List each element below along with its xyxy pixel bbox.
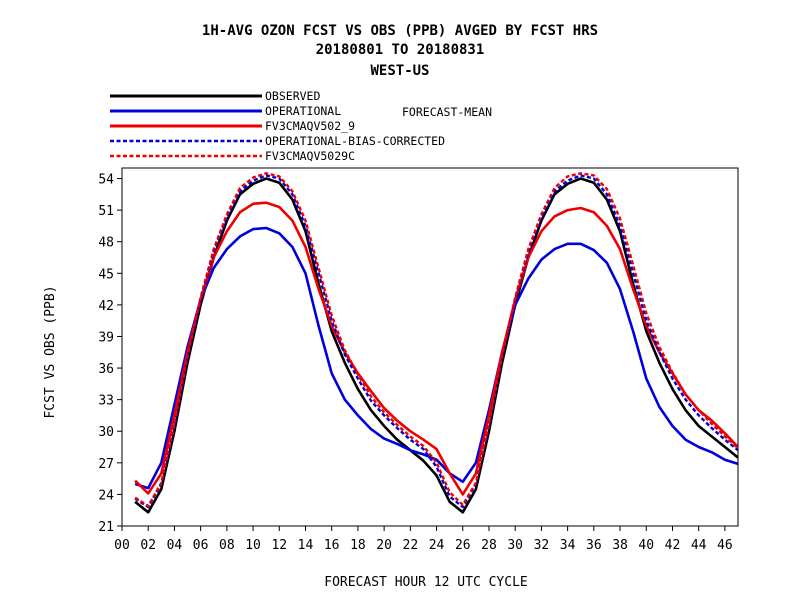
x-tick-label: 16 bbox=[324, 538, 340, 553]
x-tick-label: 36 bbox=[586, 538, 602, 553]
y-tick-label: 42 bbox=[98, 299, 114, 314]
y-tick-label: 39 bbox=[98, 330, 114, 345]
x-tick-label: 32 bbox=[534, 538, 550, 553]
x-tick-label: 18 bbox=[350, 538, 366, 553]
y-tick-label: 36 bbox=[98, 362, 114, 377]
legend-label-fv3cmaqv5029c: FV3CMAQV5029C bbox=[265, 149, 355, 163]
y-tick-label: 21 bbox=[98, 520, 114, 535]
chart-subtitle-dates: 20180801 TO 20180831 bbox=[316, 42, 485, 58]
x-tick-label: 40 bbox=[638, 538, 654, 553]
series-line-operational-bias-corrected bbox=[134, 174, 738, 509]
legend-label-fv3cmaqv502-9: FV3CMAQV502_9 bbox=[265, 119, 355, 133]
y-tick-label: 48 bbox=[98, 236, 114, 251]
y-tick-label: 24 bbox=[98, 488, 114, 503]
x-tick-label: 30 bbox=[507, 538, 523, 553]
x-tick-label: 34 bbox=[560, 538, 576, 553]
x-tick-label: 08 bbox=[219, 538, 235, 553]
x-tick-label: 38 bbox=[612, 538, 628, 553]
y-tick-label: 45 bbox=[98, 267, 114, 282]
legend-label-observed: OBSERVED bbox=[265, 89, 320, 103]
x-tick-label: 00 bbox=[114, 538, 130, 553]
series-line-operational bbox=[134, 226, 738, 490]
x-tick-label: 42 bbox=[665, 538, 681, 553]
y-axis-label: FCST VS OBS (PPB) bbox=[43, 285, 58, 418]
series-line-fv3cmaqv502-9 bbox=[134, 201, 738, 496]
y-tick-label: 27 bbox=[98, 457, 114, 472]
legend: OBSERVEDOPERATIONALFV3CMAQV502_9OPERATIO… bbox=[110, 89, 445, 163]
x-tick-label: 22 bbox=[403, 538, 419, 553]
x-tick-label: 06 bbox=[193, 538, 209, 553]
series-line-observed bbox=[134, 177, 738, 514]
chart-subtitle-region: WEST-US bbox=[370, 63, 429, 79]
y-tick-label: 51 bbox=[98, 204, 114, 219]
x-tick-label: 20 bbox=[376, 538, 392, 553]
legend-note: FORECAST-MEAN bbox=[402, 105, 492, 119]
x-tick-label: 46 bbox=[717, 538, 733, 553]
x-tick-label: 12 bbox=[271, 538, 287, 553]
series-line-fv3cmaqv5029c bbox=[134, 172, 738, 508]
x-tick-label: 44 bbox=[691, 538, 707, 553]
x-tick-label: 02 bbox=[140, 538, 156, 553]
chart-title: 1H-AVG OZON FCST VS OBS (PPB) AVGED BY F… bbox=[202, 23, 598, 39]
x-tick-label: 26 bbox=[455, 538, 471, 553]
legend-label-operational: OPERATIONAL bbox=[265, 104, 341, 118]
x-tick-label: 10 bbox=[245, 538, 261, 553]
plot-area bbox=[134, 172, 738, 514]
x-tick-label: 28 bbox=[481, 538, 497, 553]
y-tick-label: 33 bbox=[98, 394, 114, 409]
x-axis-label: FORECAST HOUR 12 UTC CYCLE bbox=[324, 575, 528, 590]
y-tick-label: 30 bbox=[98, 425, 114, 440]
y-tick-label: 54 bbox=[98, 173, 114, 188]
x-tick-label: 04 bbox=[167, 538, 183, 553]
plot-frame bbox=[121, 167, 739, 527]
x-tick-label: 24 bbox=[429, 538, 445, 553]
axes: 00 02 04 06 08 10 12 14 16 18 20 22 24 26 28 30 32 34 36 38… bbox=[98, 167, 739, 553]
x-tick-label: 14 bbox=[298, 538, 314, 553]
legend-label-operational-bias-corrected: OPERATIONAL-BIAS-CORRECTED bbox=[265, 134, 445, 148]
